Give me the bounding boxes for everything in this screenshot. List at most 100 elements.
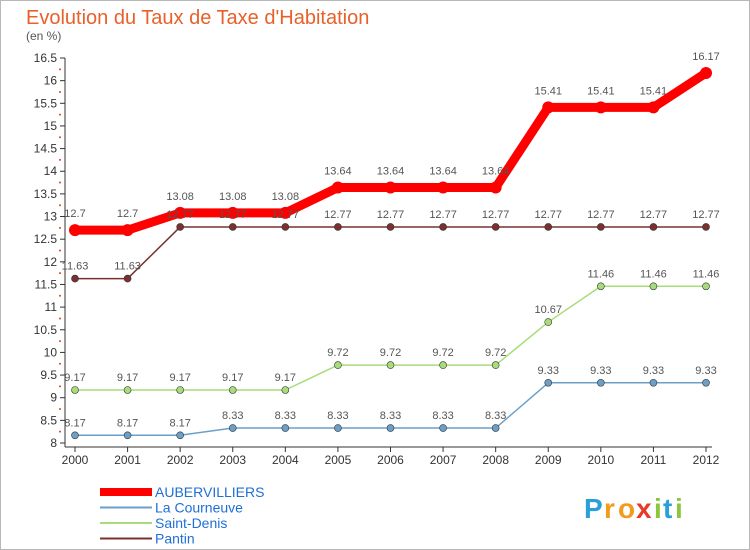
series-aubervilliers [69, 66, 712, 237]
data-label: 8.33 [275, 410, 296, 422]
data-label: 8.33 [222, 410, 243, 422]
y-minor-dot [59, 340, 61, 343]
brand-letter: t [663, 493, 672, 524]
x-tick-label: 2000 [62, 453, 89, 467]
series-saint-denis [71, 282, 710, 394]
data-label: 9.17 [275, 372, 296, 384]
data-point [174, 206, 187, 219]
data-label: 15.41 [640, 85, 668, 97]
data-point [386, 361, 395, 369]
data-label: 15.41 [534, 85, 562, 97]
brand-letter: r [604, 493, 615, 524]
data-point [176, 223, 184, 231]
x-tick-label: 2012 [693, 453, 720, 467]
y-tick-label: 14.5 [34, 142, 58, 156]
data-point [649, 378, 658, 387]
data-point [281, 223, 290, 231]
y-minor-dot [59, 317, 61, 320]
x-tick-label: 2003 [219, 453, 246, 467]
series-layer [69, 66, 712, 440]
data-label: 8.17 [169, 417, 190, 429]
y-minor-dot [59, 68, 61, 71]
y-tick-label: 10.5 [34, 323, 58, 337]
y-minor-dot [59, 249, 61, 252]
data-point [702, 378, 710, 387]
y-minor-dot [59, 204, 61, 207]
data-label: 9.17 [222, 372, 243, 384]
data-label: 11.46 [640, 268, 667, 280]
x-tick-label: 2006 [377, 453, 404, 467]
data-label: 12.77 [429, 209, 457, 221]
brand-letter: o [618, 493, 635, 524]
data-point [123, 431, 132, 440]
brand-letter: i [675, 493, 683, 524]
y-tick-label: 12.5 [34, 232, 58, 246]
data-label: 12.77 [587, 209, 615, 221]
data-label: 12.77 [377, 209, 405, 221]
data-point [700, 66, 712, 79]
data-labels-layer: 8.17 8.17 8.17 8.33 8.33 8.33 8.33 8.33 8.33 9.33… [62, 51, 720, 429]
data-label: 9.17 [64, 372, 85, 384]
x-tick-label: 2005 [325, 453, 352, 467]
data-label: 12.77 [640, 209, 668, 221]
x-tick-label: 2002 [167, 453, 194, 467]
legend-label: Saint-Denis [155, 515, 227, 531]
data-point [597, 378, 605, 387]
data-label: 8.33 [432, 410, 453, 422]
x-tick-label: 2010 [587, 453, 614, 467]
y-minor-dot [59, 136, 61, 139]
y-minor-dot [59, 272, 61, 275]
y-tick-label: 12 [44, 255, 58, 269]
data-label: 8.33 [327, 410, 348, 422]
y-tick-label: 8.5 [40, 413, 57, 427]
data-point [386, 424, 395, 432]
y-tick-label: 15 [44, 119, 58, 133]
data-label: 8.17 [64, 417, 85, 429]
data-point [331, 181, 344, 194]
data-label: 10.67 [534, 304, 562, 316]
y-tick-label: 9.5 [40, 368, 57, 382]
data-label: 12.77 [692, 209, 720, 221]
x-tick-label: 2004 [272, 453, 299, 467]
x-tick-label: 2007 [430, 453, 457, 467]
data-point [123, 274, 132, 283]
y-tick-label: 16.5 [34, 51, 58, 65]
data-point [647, 101, 660, 114]
data-point [334, 424, 342, 432]
data-label: 15.41 [587, 85, 615, 97]
data-label: 9.17 [169, 372, 190, 384]
x-tick-label: 2009 [535, 453, 562, 467]
data-point [542, 101, 555, 114]
data-label: 9.72 [485, 347, 506, 359]
data-label: 11.63 [114, 261, 141, 273]
data-label: 11.63 [62, 261, 89, 273]
data-label: 13.08 [166, 191, 194, 203]
data-label: 9.17 [117, 372, 138, 384]
data-label: 16.17 [692, 51, 720, 63]
data-label: 8.33 [380, 410, 401, 422]
data-point [544, 318, 553, 326]
legend-label: Pantin [155, 531, 195, 547]
y-minor-dot [59, 113, 61, 116]
data-label: 11.46 [693, 268, 720, 280]
data-point [334, 223, 342, 231]
y-minor-dot [59, 90, 61, 93]
data-point [69, 224, 81, 237]
data-point [71, 274, 79, 283]
y-tick-label: 14 [44, 164, 58, 178]
series-pantin [71, 223, 710, 283]
y-tick-label: 16 [44, 74, 58, 88]
data-label: 12.77 [482, 209, 510, 221]
y-tick-label: 8 [50, 436, 57, 450]
data-point [71, 386, 79, 394]
y-minor-dot [59, 294, 61, 297]
data-point [123, 386, 132, 394]
data-point [384, 181, 397, 194]
data-label: 9.33 [590, 365, 611, 377]
data-label: 8.33 [485, 410, 506, 422]
data-label: 12.77 [166, 209, 194, 221]
series-la-courneuve [71, 378, 710, 440]
data-point [544, 223, 553, 231]
